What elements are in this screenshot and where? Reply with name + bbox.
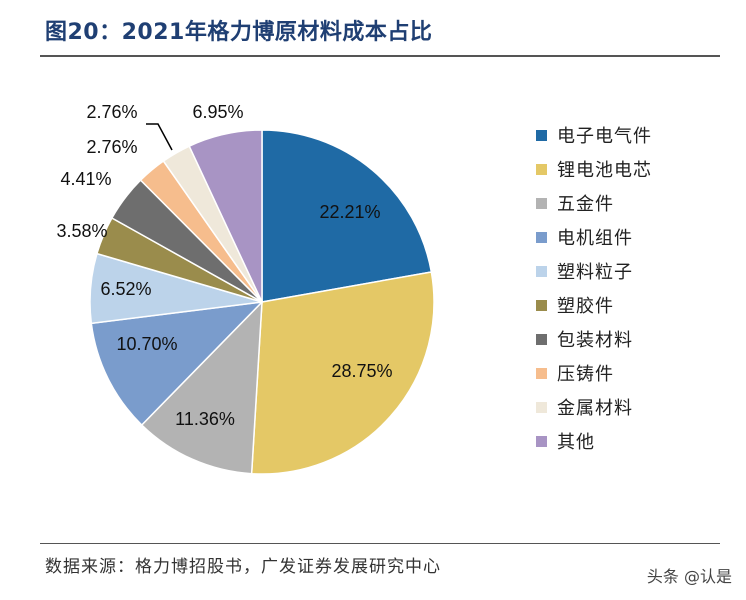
pie-slice-4	[90, 300, 265, 427]
legend-swatch	[536, 197, 547, 209]
legend-label: 塑料粒子	[557, 262, 633, 283]
slice-value-label: 2.76%	[86, 102, 137, 122]
legend-label: 其他	[557, 432, 595, 453]
slice-value-label: 28.75%	[331, 361, 392, 381]
legend-label: 金属材料	[557, 398, 633, 419]
pie-slice-1	[261, 129, 433, 303]
legend-swatch	[536, 231, 547, 243]
legend-swatch	[536, 299, 547, 311]
slice-value-label: 2.76%	[86, 137, 137, 157]
title-rule	[40, 55, 720, 57]
footer-rule	[40, 543, 720, 544]
slice-value-label: 6.52%	[100, 279, 151, 299]
legend-item: 锂电池电芯	[536, 152, 652, 186]
legend-label: 电子电气件	[557, 126, 652, 147]
legend-swatch	[536, 265, 547, 277]
legend-item: 其他	[536, 424, 652, 458]
legend-item: 五金件	[536, 186, 652, 220]
pie-chart: 22.21% 28.75% 11.36% 10.70% 6.52% 3.58% 4.41% 2…	[56, 102, 435, 475]
slice-value-label: 4.41%	[60, 169, 111, 189]
legend-item: 电子电气件	[536, 118, 652, 152]
legend-swatch	[536, 129, 547, 141]
chart-title: 图20：2021年格力博原材料成本占比	[45, 20, 433, 45]
legend-label: 包装材料	[557, 330, 633, 351]
legend-swatch	[536, 163, 547, 175]
slice-value-label: 22.21%	[319, 202, 380, 222]
legend-item: 金属材料	[536, 390, 652, 424]
legend-label: 压铸件	[557, 364, 614, 385]
legend-label: 塑胶件	[557, 296, 614, 317]
leader-line	[146, 123, 173, 151]
legend-label: 五金件	[557, 194, 614, 215]
pie-slice-2	[250, 271, 435, 475]
legend-swatch	[536, 333, 547, 345]
legend-label: 锂电池电芯	[557, 160, 652, 181]
legend-item: 包装材料	[536, 322, 652, 356]
pie-slice-3	[140, 300, 263, 475]
legend-item: 塑胶件	[536, 288, 652, 322]
slice-value-label: 10.70%	[116, 334, 177, 354]
legend-item: 压铸件	[536, 356, 652, 390]
legend-label: 电机组件	[557, 228, 633, 249]
slice-value-label: 11.36%	[175, 409, 235, 429]
pie-slice-10	[188, 129, 263, 303]
watermark-text: 头条 @认是	[646, 567, 732, 586]
legend-item: 电机组件	[536, 220, 652, 254]
legend-item: 塑料粒子	[536, 254, 652, 288]
legend-swatch	[536, 435, 547, 447]
legend-swatch	[536, 401, 547, 413]
slice-value-label: 3.58%	[56, 221, 107, 241]
chart-legend: 电子电气件锂电池电芯五金件电机组件塑料粒子塑胶件包装材料压铸件金属材料其他	[536, 118, 652, 458]
slice-value-label: 6.95%	[192, 102, 243, 122]
legend-swatch	[536, 367, 547, 379]
data-source-note: 数据来源：格力博招股书，广发证券发展研究中心	[45, 557, 441, 577]
